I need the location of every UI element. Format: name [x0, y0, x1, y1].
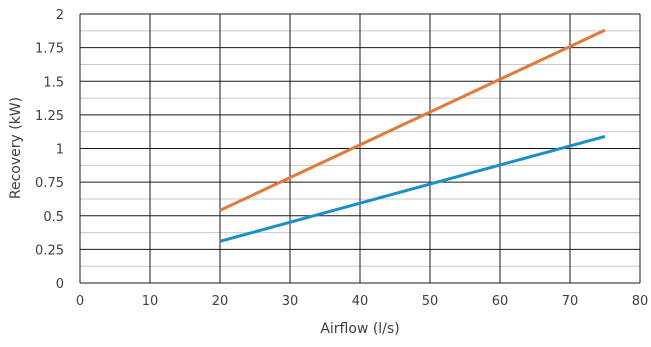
x-tick-label: 20 — [212, 294, 229, 309]
series-line-1 — [219, 28, 606, 212]
y-tick-label: 1.75 — [35, 42, 64, 57]
series-layer — [219, 28, 606, 243]
major-gridlines — [79, 13, 641, 284]
x-tick-label: 40 — [352, 294, 369, 309]
x-tick-label: 10 — [142, 294, 159, 309]
y-tick-label: 1 — [56, 143, 64, 158]
y-tick-label: 0.5 — [43, 210, 64, 225]
x-tick-label: 80 — [632, 294, 649, 309]
y-tick-label: 0 — [56, 277, 64, 292]
y-tick-label: 2 — [56, 8, 64, 23]
y-tick-label: 0.25 — [35, 243, 64, 258]
y-tick-labels: 0 0.25 0.5 0.75 1 1.25 1.5 1.75 2 — [35, 8, 64, 292]
x-axis-title: Airflow (l/s) — [320, 321, 399, 337]
x-tick-label: 30 — [282, 294, 299, 309]
y-tick-label: 1.25 — [35, 109, 64, 124]
series-line-2 — [219, 134, 606, 243]
x-tick-label: 60 — [492, 294, 509, 309]
x-tick-label: 70 — [562, 294, 579, 309]
y-tick-label: 1.5 — [43, 75, 64, 90]
x-tick-labels: 0 10 20 30 40 50 60 70 80 — [76, 294, 648, 309]
y-axis-title: Recovery (kW) — [8, 97, 24, 199]
x-tick-label: 50 — [422, 294, 439, 309]
y-tick-label: 0.75 — [35, 176, 64, 191]
x-tick-label: 0 — [76, 294, 84, 309]
